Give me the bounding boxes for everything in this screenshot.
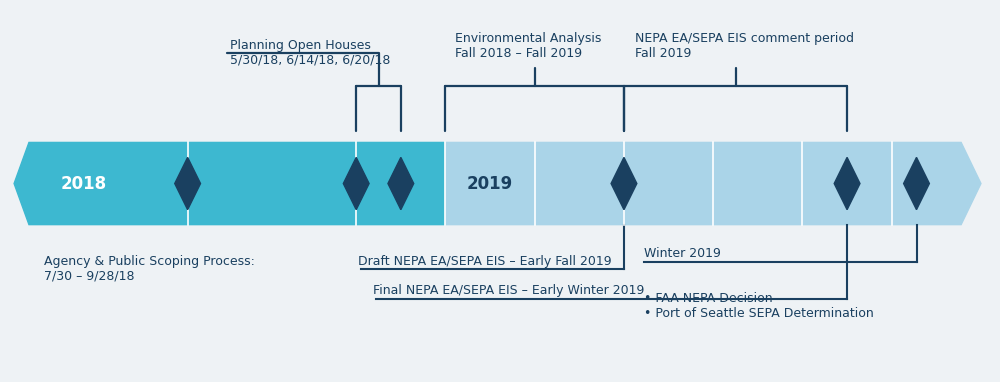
Polygon shape — [343, 157, 369, 210]
Text: 2018: 2018 — [60, 175, 107, 193]
Text: Agency & Public Scoping Process:
7/30 – 9/28/18: Agency & Public Scoping Process: 7/30 – … — [44, 254, 255, 283]
Text: NEPA EA/SEPA EIS comment period
Fall 2019: NEPA EA/SEPA EIS comment period Fall 201… — [635, 32, 854, 60]
Polygon shape — [445, 142, 981, 225]
Text: • FAA NEPA Decision
• Port of Seattle SEPA Determination: • FAA NEPA Decision • Port of Seattle SE… — [644, 292, 874, 320]
Polygon shape — [904, 157, 929, 210]
Polygon shape — [388, 157, 414, 210]
Polygon shape — [611, 157, 637, 210]
Polygon shape — [175, 157, 201, 210]
Polygon shape — [834, 157, 860, 210]
Text: Environmental Analysis
Fall 2018 – Fall 2019: Environmental Analysis Fall 2018 – Fall … — [455, 32, 602, 60]
Polygon shape — [14, 142, 445, 225]
Text: Final NEPA EA/SEPA EIS – Early Winter 2019: Final NEPA EA/SEPA EIS – Early Winter 20… — [373, 285, 644, 298]
Text: Planning Open Houses
5/30/18, 6/14/18, 6/20/18: Planning Open Houses 5/30/18, 6/14/18, 6… — [230, 39, 391, 67]
Text: Draft NEPA EA/SEPA EIS – Early Fall 2019: Draft NEPA EA/SEPA EIS – Early Fall 2019 — [358, 254, 612, 268]
Text: 2019: 2019 — [467, 175, 513, 193]
Text: Winter 2019: Winter 2019 — [644, 247, 721, 260]
